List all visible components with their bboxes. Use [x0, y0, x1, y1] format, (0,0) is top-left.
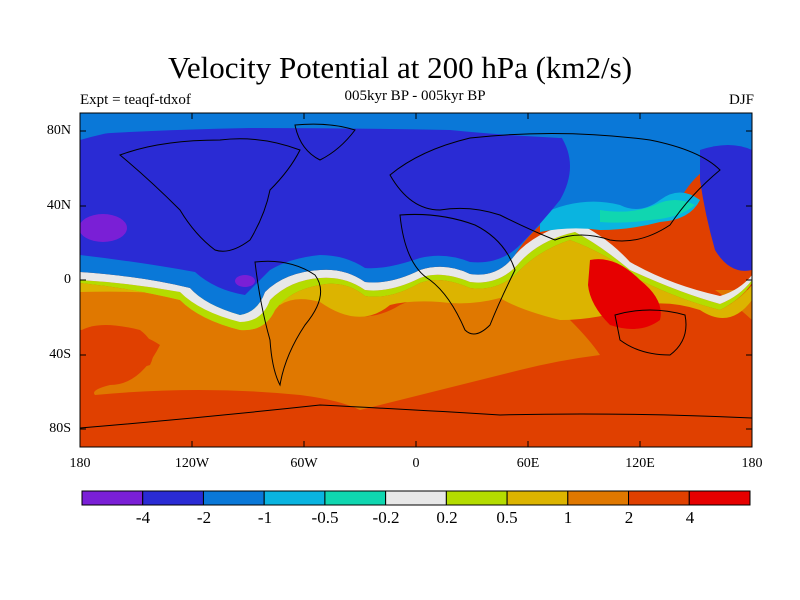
coastline-north-america: [119, 138, 301, 252]
lat-label-40n: 40N: [46, 198, 71, 213]
coastline-australia: [614, 309, 687, 356]
colorbar-swatch: [567, 490, 630, 506]
colorbar-swatch: [81, 490, 144, 506]
colorbar-swatch: [202, 490, 265, 506]
plot-title: Velocity Potential at 200 hPa (km2/s): [167, 50, 633, 85]
region-negative-north-band: [80, 113, 752, 138]
colorbar-label: 0.5: [496, 508, 518, 527]
colorbar-swatch: [628, 490, 690, 506]
axis-ticks: [80, 113, 752, 447]
plot-subtitle: 005kyr BP - 005kyr BP: [344, 88, 486, 104]
experiment-label: Expt = teaqf-tdxof: [80, 92, 191, 108]
velocity-potential-field: [80, 113, 752, 447]
lon-label-120w: 120W: [174, 456, 210, 471]
coastline-africa: [399, 213, 516, 335]
lon-label-180w: 180: [69, 456, 91, 471]
colorbar-swatch: [142, 490, 204, 506]
colorbar-label: -4: [135, 508, 151, 527]
colorbar-swatch: [263, 490, 326, 506]
coastlines: [80, 123, 752, 429]
lat-label-80s: 80S: [49, 421, 71, 436]
colorbar-swatch: [324, 490, 387, 506]
colorbar-label: -0.2: [372, 508, 400, 527]
region-negative-2-4: [80, 116, 570, 295]
colorbar-label: -0.5: [311, 508, 339, 527]
region-negative-below-4-small: [235, 275, 255, 287]
region-neutral: [80, 222, 752, 322]
lat-label-eq: 0: [64, 272, 71, 287]
colorbar-swatch: [506, 490, 569, 506]
lat-label-40s: 40S: [49, 347, 71, 362]
lon-label-60w: 60W: [290, 456, 318, 471]
colorbar-label: 2: [624, 508, 634, 527]
lon-label-120e: 120E: [625, 456, 655, 471]
lat-label-80n: 80N: [46, 123, 71, 138]
colorbar-label: 4: [685, 508, 695, 527]
region-negative-below-4-pacific: [80, 214, 127, 242]
colorbar: [81, 490, 751, 506]
colorbar-label: 1: [563, 508, 573, 527]
coastline-greenland: [294, 123, 356, 161]
colorbar-swatch: [445, 490, 508, 506]
coastline-antarctica: [80, 404, 752, 429]
region-positive-02-05: [80, 232, 752, 331]
lon-label-180e: 180: [741, 456, 763, 471]
colorbar-label: -1: [257, 508, 273, 527]
colorbar-label: -2: [196, 508, 212, 527]
colorbar-swatch: [385, 490, 447, 506]
coastline-europe-asia: [389, 132, 721, 242]
lon-label-0: 0: [412, 456, 420, 471]
coastline-south-america: [254, 260, 322, 387]
region-positive-2-4-blob: [82, 325, 154, 372]
region-negative-02-05: [600, 200, 695, 223]
lon-label-60e: 60E: [516, 456, 540, 471]
region-positive-above-4: [588, 259, 661, 329]
colorbar-swatch: [688, 490, 751, 506]
colorbar-label: 0.2: [436, 508, 458, 527]
season-label: DJF: [728, 92, 754, 108]
